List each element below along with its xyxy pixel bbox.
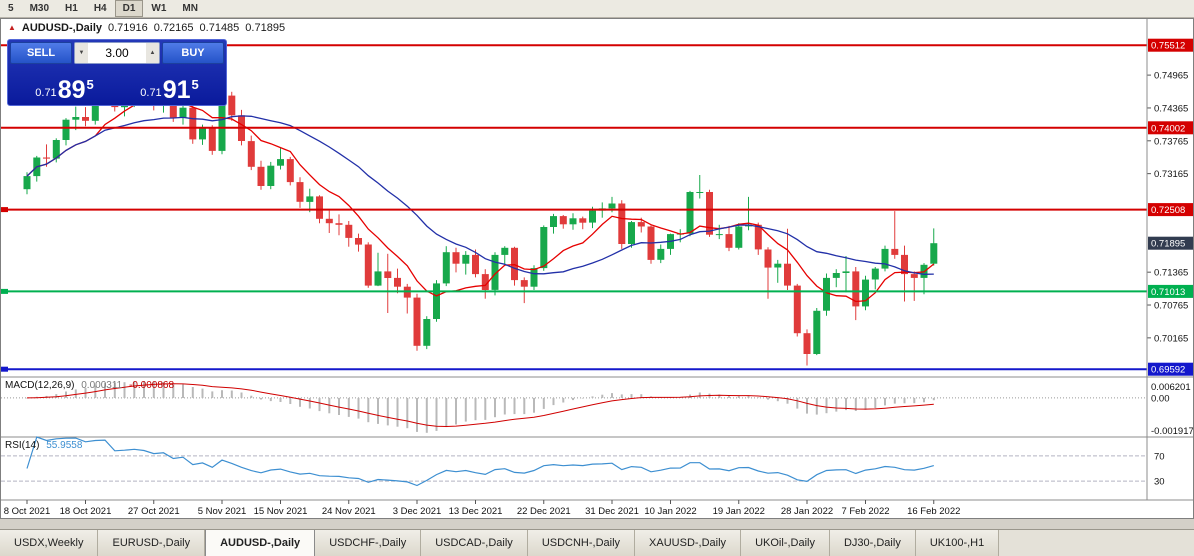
svg-text:0.73765: 0.73765 — [1154, 136, 1188, 147]
svg-text:0.71365: 0.71365 — [1154, 268, 1188, 279]
svg-text:0.74002: 0.74002 — [1151, 123, 1185, 134]
svg-text:3 Dec 2021: 3 Dec 2021 — [393, 506, 442, 517]
svg-text:0.71013: 0.71013 — [1151, 287, 1185, 298]
svg-text:0.71895: 0.71895 — [1151, 239, 1185, 250]
volume-decrease-button[interactable]: ▼ — [75, 43, 88, 63]
chart-tab-audusd-daily[interactable]: AUDUSD-,Daily — [205, 530, 316, 556]
svg-text:0.74965: 0.74965 — [1154, 71, 1188, 82]
macd-axis-label: -0.001917 — [1151, 426, 1193, 437]
svg-text:0.74365: 0.74365 — [1154, 103, 1188, 114]
ohlc-low: 0.71485 — [199, 22, 240, 34]
svg-text:24 Nov 2021: 24 Nov 2021 — [322, 506, 376, 517]
sell-price[interactable]: 0.71 89 5 — [12, 65, 117, 104]
timeframe-button-m30[interactable]: M30 — [29, 3, 50, 14]
svg-text:27 Oct 2021: 27 Oct 2021 — [128, 506, 180, 517]
chart-tab-usdcnh-daily[interactable]: USDCNH-,Daily — [527, 530, 636, 556]
svg-text:18 Oct 2021: 18 Oct 2021 — [60, 506, 112, 517]
buy-price-prefix: 0.71 — [140, 87, 162, 99]
symbol-icon: ▲ — [8, 23, 16, 32]
buy-price-pipette: 5 — [191, 77, 199, 92]
chart-tabs-bar: USDX,Weekly EURUSD-,Daily AUDUSD-,Daily USD… — [0, 529, 1194, 556]
chart-tab-dj30-daily[interactable]: DJ30-,Daily — [829, 530, 916, 556]
volume-stepper: ▼ 3.00 ▲ — [74, 42, 160, 64]
svg-text:0.70165: 0.70165 — [1154, 333, 1188, 344]
price-tag: 0.69592 — [1148, 362, 1193, 376]
svg-text:7 Feb 2022: 7 Feb 2022 — [841, 506, 889, 517]
price-axis-ticks: 0.74965 0.74365 0.73765 0.73165 0.71365 0.707… — [1147, 71, 1188, 344]
volume-input[interactable]: 3.00 — [105, 46, 129, 60]
svg-text:0.70765: 0.70765 — [1154, 301, 1188, 312]
timeframe-button-mn[interactable]: MN — [182, 3, 198, 14]
chart-title: ▲ AUDUSD-,Daily 0.71916 0.72165 0.71485 … — [8, 22, 285, 34]
volume-increase-button[interactable]: ▲ — [146, 43, 159, 63]
chart-tab-ukoil-daily[interactable]: UKOil-,Daily — [741, 530, 830, 556]
macd-signal-line — [26, 383, 934, 428]
chart-window: 0.74965 0.74365 0.73765 0.73165 0.71365 0.707… — [0, 18, 1194, 519]
timeframe-button-w1[interactable]: W1 — [151, 3, 167, 14]
ohlc-close: 0.71895 — [245, 22, 286, 34]
chart-tab-usdchf-daily[interactable]: USDCHF-,Daily — [315, 530, 422, 556]
macd-name: MACD(12,26,9) — [5, 380, 75, 391]
svg-text:13 Dec 2021: 13 Dec 2021 — [449, 506, 503, 517]
one-click-trading-panel: SELL ▼ 3.00 ▲ BUY 0.71 89 5 0.71 91 5 — [7, 39, 227, 106]
hline-left-marker — [1, 366, 8, 372]
sell-price-prefix: 0.71 — [35, 87, 57, 99]
svg-text:8 Oct 2021: 8 Oct 2021 — [4, 506, 50, 517]
chart-tab-usdcad-daily[interactable]: USDCAD-,Daily — [421, 530, 528, 556]
ohlc-high: 0.72165 — [153, 22, 194, 34]
macd-signal-value: -0.000868 — [129, 380, 175, 391]
rsi-level-label: 70 — [1154, 451, 1165, 462]
rsi-value: 55.9558 — [46, 440, 83, 451]
svg-text:0.72508: 0.72508 — [1151, 205, 1185, 216]
timeframe-toolbar: 5 M30 H1 H4 D1 W1 MN — [0, 0, 1194, 18]
window-gap — [0, 519, 1194, 529]
price-tag: 0.74002 — [1148, 121, 1193, 135]
sell-price-big: 89 — [57, 76, 86, 104]
ma-slow-line — [26, 115, 934, 275]
rsi-label: RSI(14) 55.9558 — [5, 440, 82, 451]
hline-left-marker — [1, 288, 8, 294]
hline-left-marker — [1, 207, 8, 213]
svg-text:15 Nov 2021: 15 Nov 2021 — [254, 506, 308, 517]
svg-text:0.75512: 0.75512 — [1151, 41, 1185, 52]
buy-price[interactable]: 0.71 91 5 — [117, 65, 222, 104]
sell-button[interactable]: SELL — [10, 42, 72, 64]
timeframe-button-5[interactable]: 5 — [8, 3, 14, 14]
macd-label: MACD(12,26,9) 0.000311 -0.000868 — [5, 380, 174, 391]
svg-text:5 Nov 2021: 5 Nov 2021 — [198, 506, 247, 517]
rsi-name: RSI(14) — [5, 440, 40, 451]
svg-text:19 Jan 2022: 19 Jan 2022 — [713, 506, 765, 517]
chart-tab-uk100-h1[interactable]: UK100-,H1 — [915, 530, 1000, 556]
svg-text:31 Dec 2021: 31 Dec 2021 — [585, 506, 639, 517]
ohlc-open: 0.71916 — [108, 22, 148, 34]
macd-main-value: 0.000311 — [81, 380, 123, 391]
timeframe-button-h4[interactable]: H4 — [93, 3, 107, 14]
timeframe-button-d1[interactable]: D1 — [114, 0, 144, 17]
svg-text:16 Feb 2022: 16 Feb 2022 — [907, 506, 960, 517]
price-tag: 0.72508 — [1148, 203, 1193, 217]
chart-tab-xauusd-daily[interactable]: XAUUSD-,Daily — [635, 530, 742, 556]
chart-tab-usdx-weekly[interactable]: USDX,Weekly — [0, 530, 99, 556]
svg-text:0.73165: 0.73165 — [1154, 169, 1188, 180]
timeframe-button-h1[interactable]: H1 — [65, 3, 78, 14]
buy-price-big: 91 — [162, 76, 191, 104]
svg-text:0.69592: 0.69592 — [1151, 365, 1185, 376]
price-tag: 0.71895 — [1148, 236, 1193, 250]
svg-text:28 Jan 2022: 28 Jan 2022 — [781, 506, 833, 517]
svg-text:22 Dec 2021: 22 Dec 2021 — [517, 506, 571, 517]
macd-axis-label: 0.00 — [1151, 393, 1170, 404]
chart-tab-eurusd-daily[interactable]: EURUSD-,Daily — [98, 530, 206, 556]
candles-layer — [23, 81, 938, 366]
macd-axis-label: 0.006201 — [1151, 382, 1191, 393]
rsi-level-label: 30 — [1154, 477, 1165, 488]
rsi-line — [26, 436, 934, 487]
time-axis-labels: 8 Oct 2021 18 Oct 2021 27 Oct 2021 5 Nov 20… — [4, 500, 960, 517]
sell-price-pipette: 5 — [86, 77, 94, 92]
price-tag: 0.71013 — [1148, 284, 1193, 298]
chart-symbol-label: AUDUSD-,Daily — [21, 22, 102, 34]
price-tag: 0.75512 — [1148, 38, 1193, 52]
buy-button[interactable]: BUY — [162, 42, 224, 64]
svg-text:10 Jan 2022: 10 Jan 2022 — [644, 506, 696, 517]
